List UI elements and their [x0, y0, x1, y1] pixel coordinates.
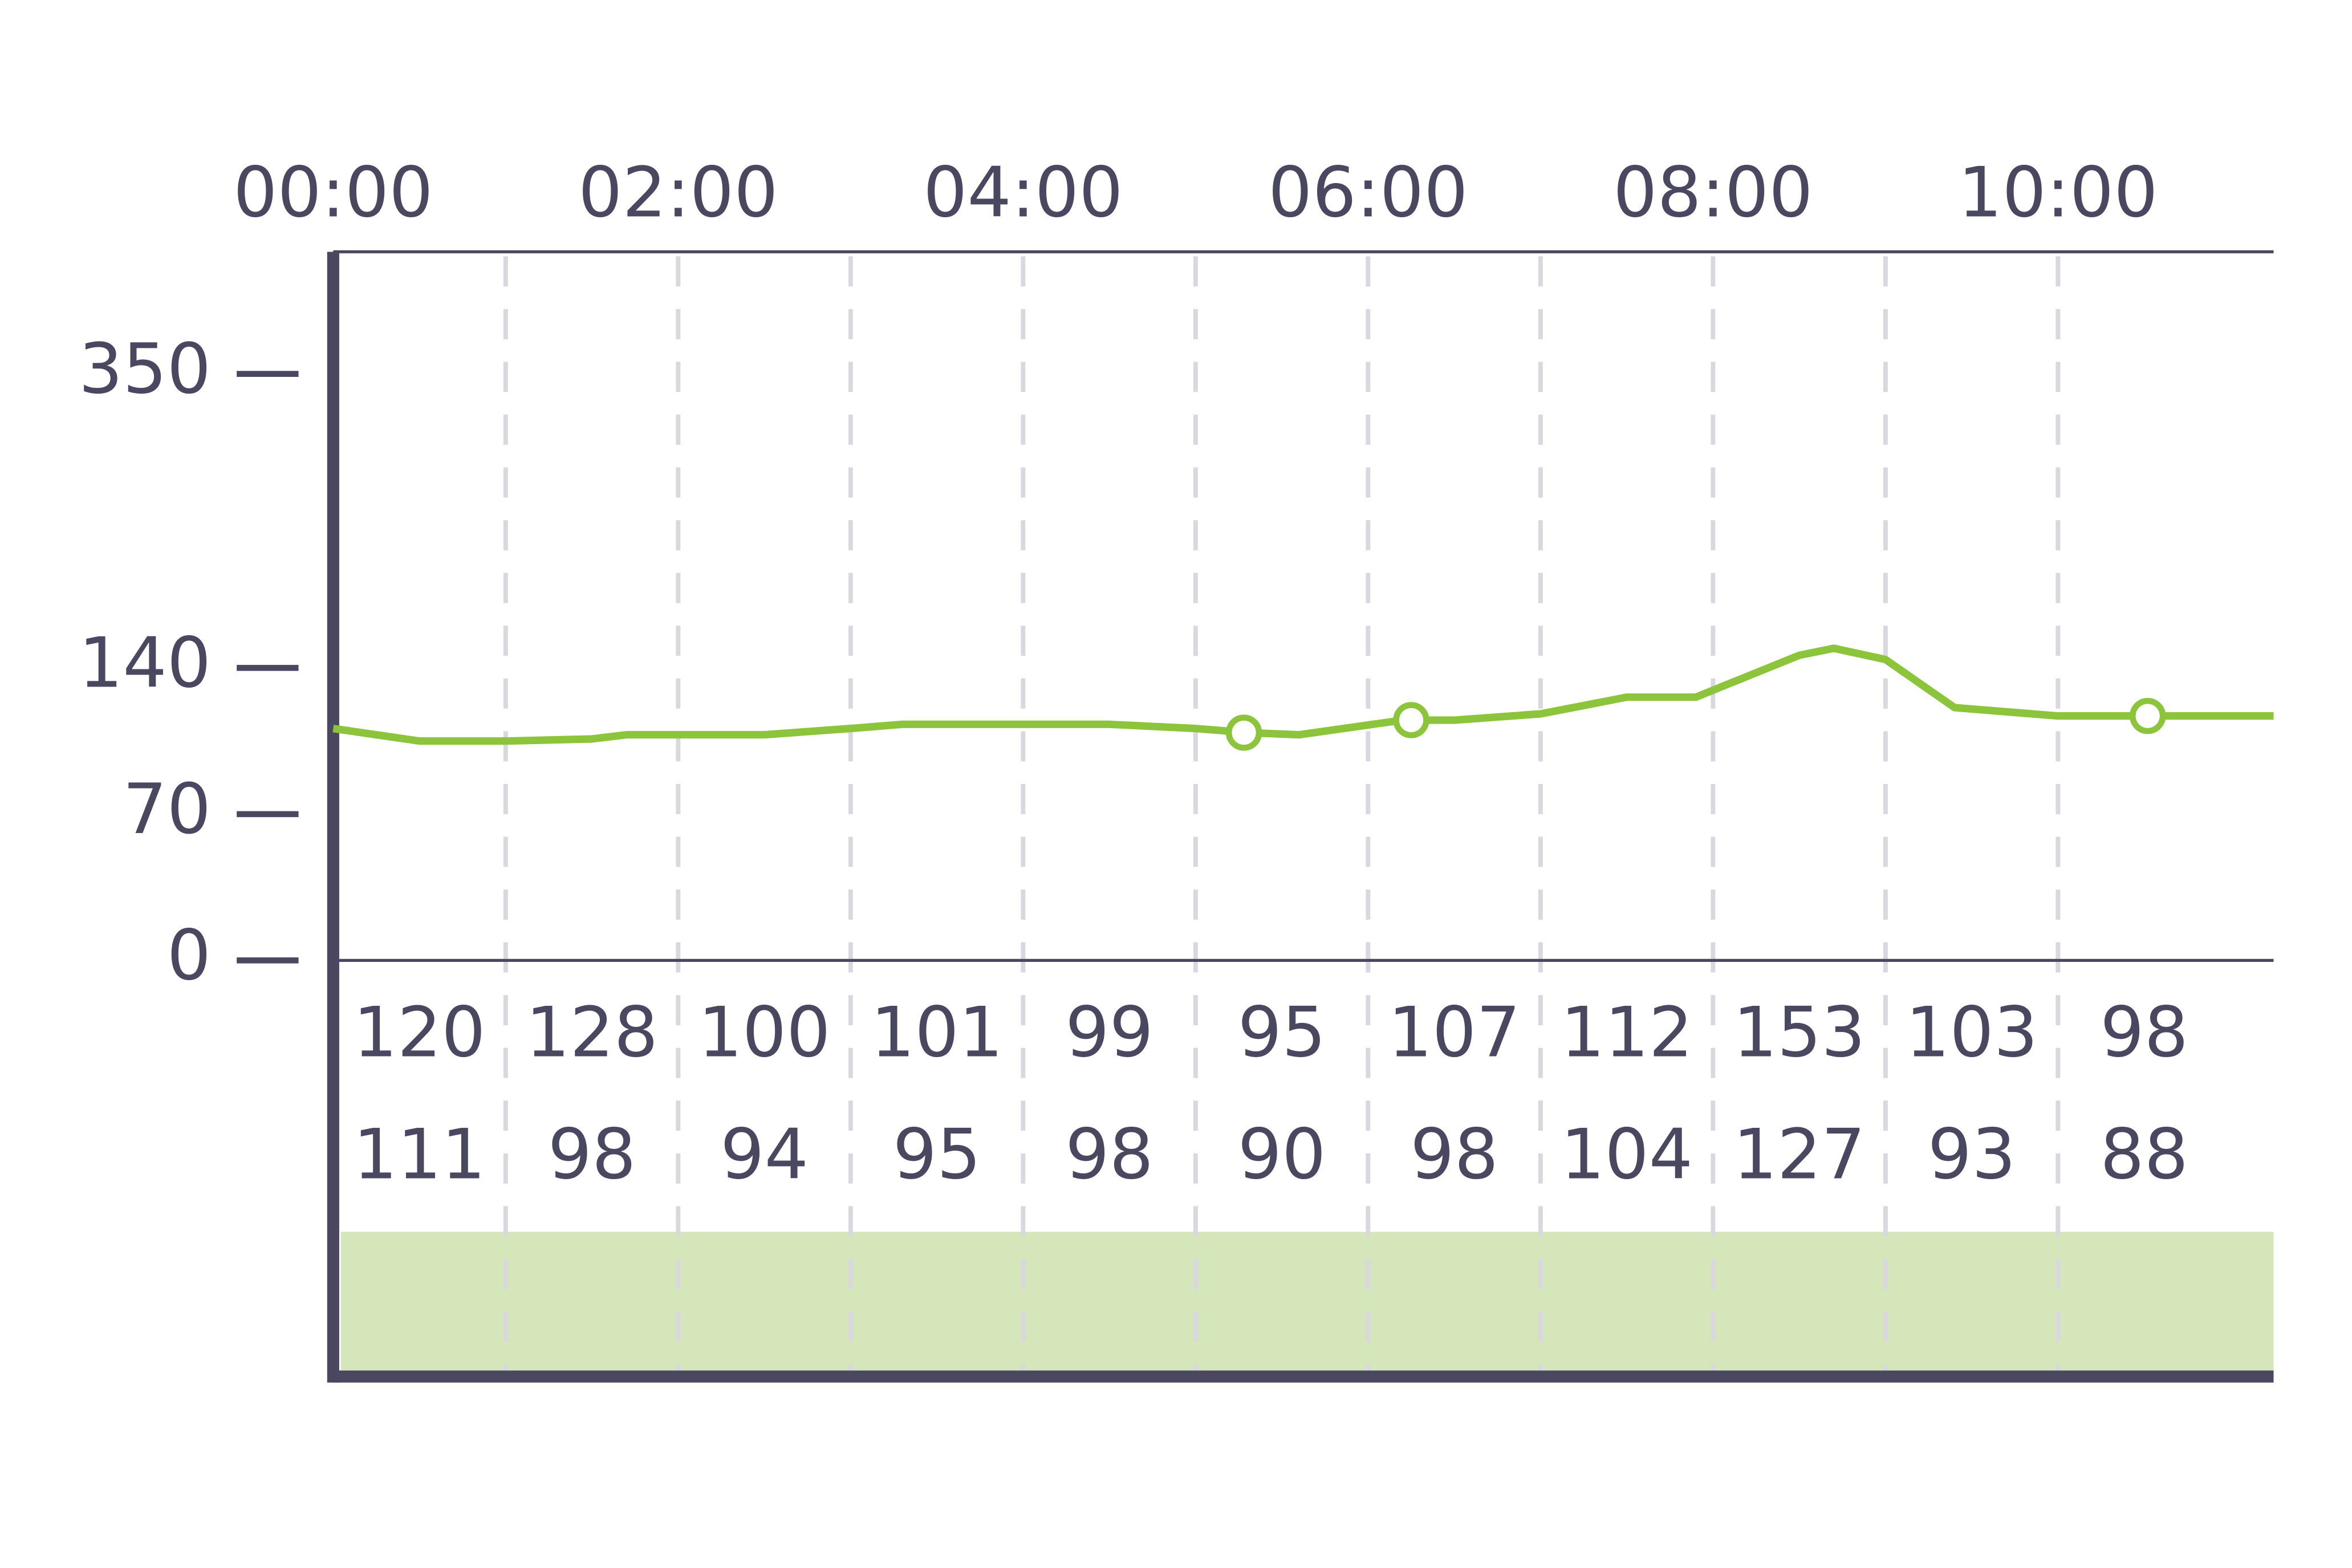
y-tick-label: 350 [79, 328, 211, 409]
reading-value: 153 [1733, 992, 1866, 1073]
reading-value: 99 [1065, 992, 1153, 1073]
reading-value: 98 [548, 1114, 636, 1195]
reading-value: 93 [1928, 1114, 2016, 1195]
y-tick-label: 70 [123, 769, 211, 850]
reading-value: 95 [893, 1114, 981, 1195]
reading-value: 88 [2100, 1114, 2188, 1195]
data-marker [1225, 714, 1262, 751]
reading-value: 103 [1906, 992, 2038, 1073]
data-marker [1393, 702, 1429, 738]
reading-value: 107 [1388, 992, 1521, 1073]
reading-value: 104 [1561, 1114, 1693, 1195]
reading-value: 98 [2100, 992, 2188, 1073]
y-tick-label: 140 [79, 623, 211, 704]
reading-value: 127 [1733, 1114, 1866, 1195]
reading-value: 100 [698, 992, 831, 1073]
x-tick-label: 10:00 [1958, 152, 2158, 233]
reading-value: 120 [354, 992, 486, 1073]
reading-value: 90 [1238, 1114, 1326, 1195]
reading-value: 98 [1410, 1114, 1498, 1195]
x-tick-label: 02:00 [578, 152, 778, 233]
x-tick-label: 06:00 [1268, 152, 1468, 233]
reading-value: 128 [526, 992, 658, 1073]
reading-value: 111 [354, 1114, 486, 1195]
y-tick-label: 0 [167, 915, 211, 996]
data-marker [2129, 697, 2166, 734]
reading-value: 98 [1065, 1114, 1153, 1195]
reading-value: 95 [1238, 992, 1326, 1073]
reading-value: 94 [720, 1114, 809, 1195]
range-band [340, 1232, 2274, 1374]
reading-value: 101 [871, 992, 1003, 1073]
x-tick-label: 08:00 [1613, 152, 1813, 233]
data-line [332, 644, 2274, 745]
reading-value: 112 [1561, 992, 1693, 1073]
x-tick-label: 00:00 [233, 152, 433, 233]
x-tick-label: 04:00 [923, 152, 1123, 233]
